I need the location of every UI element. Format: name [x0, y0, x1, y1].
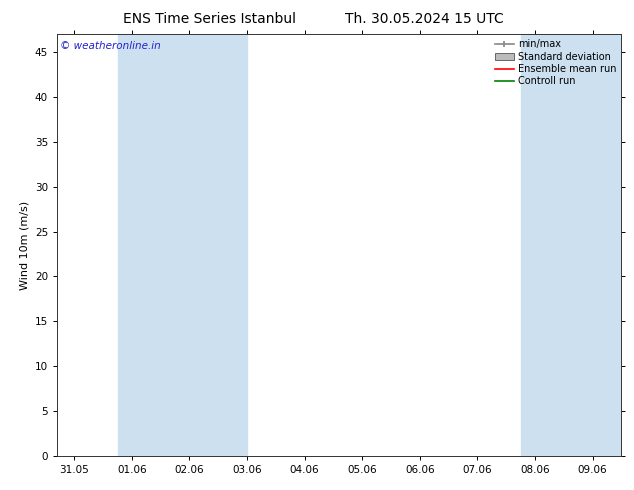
Bar	[190, 34, 247, 456]
Text: Th. 30.05.2024 15 UTC: Th. 30.05.2024 15 UTC	[346, 12, 504, 26]
Legend: min/max, Standard deviation, Ensemble mean run, Controll run: min/max, Standard deviation, Ensemble me…	[493, 37, 618, 88]
Text: © weatheronline.in: © weatheronline.in	[60, 41, 160, 50]
Bar	[578, 34, 621, 456]
Bar	[117, 34, 190, 456]
Text: ENS Time Series Istanbul: ENS Time Series Istanbul	[123, 12, 295, 26]
Bar	[521, 34, 578, 456]
Y-axis label: Wind 10m (m/s): Wind 10m (m/s)	[19, 200, 29, 290]
